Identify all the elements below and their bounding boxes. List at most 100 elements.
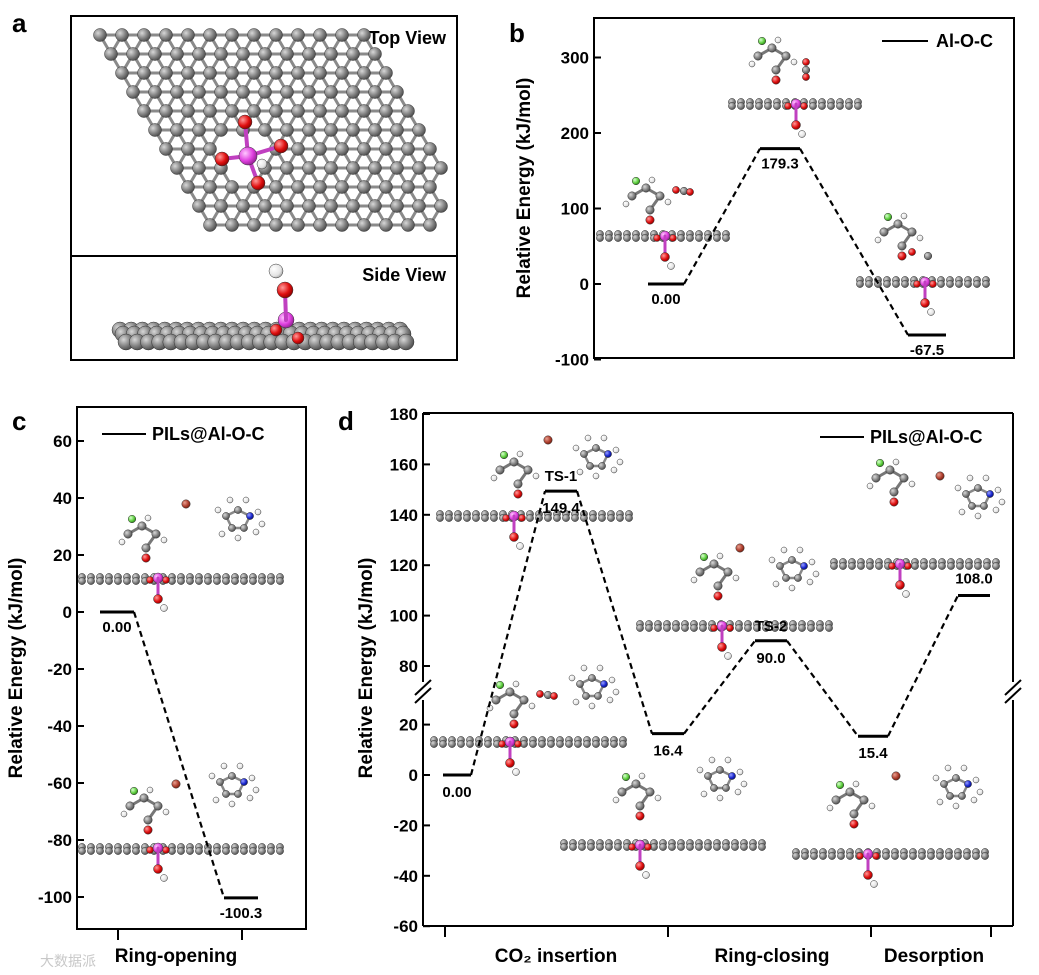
y-tick-label: -20 — [47, 660, 72, 679]
atom-h — [160, 604, 168, 612]
atom-c — [767, 43, 777, 53]
atom-c — [677, 234, 685, 242]
atom-o — [791, 120, 801, 130]
atom-o — [713, 591, 723, 601]
atom-c — [713, 234, 721, 242]
atom-c — [214, 199, 228, 213]
atom-c — [871, 473, 881, 483]
atom-h — [654, 794, 662, 802]
atom-c — [632, 234, 640, 242]
atom-h — [144, 514, 152, 522]
atom-cl — [621, 772, 631, 782]
atom-n — [604, 450, 612, 458]
atom-c — [181, 180, 195, 194]
atom-c — [222, 790, 230, 798]
atom-c — [153, 801, 163, 811]
atom-c — [240, 524, 248, 532]
atom-c — [258, 123, 272, 137]
atom-c — [578, 843, 586, 851]
atom-c — [722, 234, 730, 242]
atom-h — [716, 794, 724, 802]
atom-c — [457, 740, 465, 748]
atom-c — [839, 562, 847, 570]
atom-h — [960, 764, 968, 772]
atom-c — [920, 562, 928, 570]
atom-c — [830, 562, 838, 570]
atom-c — [484, 740, 492, 748]
atom-c — [249, 847, 257, 855]
atom-c — [269, 28, 283, 42]
panel-d-energy-profile: 0.00 149.4 TS-1 16.4 90.0 TS-2 15.4 108.0 — [442, 468, 992, 801]
atom-o — [889, 497, 899, 507]
atom-o — [653, 234, 661, 242]
atom-h — [160, 874, 168, 882]
atom-c — [123, 847, 131, 855]
atom-c — [974, 484, 982, 492]
atom-h — [908, 480, 916, 488]
panel-d-ylabel: Relative Energy (kJ/mol) — [356, 558, 377, 779]
panel-b: b -100 0 100 200 300 Relative Energy (kJ/mol… — [509, 17, 1015, 370]
atom-c — [269, 180, 283, 194]
atom-c — [574, 740, 582, 748]
atom-c — [302, 199, 316, 213]
atom-o — [162, 576, 170, 584]
top-view-structure — [93, 28, 448, 232]
atom-c — [228, 524, 236, 532]
atom-c — [746, 102, 754, 110]
atom-c — [901, 280, 909, 288]
atom-h — [226, 496, 234, 504]
atom-c — [792, 852, 800, 860]
atom-o — [929, 280, 937, 288]
atom-h — [970, 796, 978, 804]
atom-c — [845, 787, 855, 797]
atom-h — [790, 58, 798, 66]
atom-c — [668, 843, 676, 851]
atom-c — [192, 85, 206, 99]
atom-c — [225, 28, 239, 42]
atom-h — [892, 458, 900, 466]
atom-c — [87, 847, 95, 855]
atom-c — [439, 740, 447, 748]
atom-c — [401, 142, 415, 156]
atom-c — [181, 104, 195, 118]
atom-c — [236, 85, 250, 99]
atom-h — [512, 768, 520, 776]
panel-c-ylabel: Relative Energy (kJ/mol) — [6, 558, 27, 779]
y-tick-label: -100 — [555, 351, 589, 370]
atom-c — [513, 479, 523, 489]
atom-c — [214, 123, 228, 137]
atom-c — [267, 577, 275, 585]
atom-c — [583, 740, 591, 748]
atom-h — [664, 198, 672, 206]
atom-c — [946, 792, 954, 800]
atom-h — [236, 762, 244, 770]
atom-h — [868, 802, 876, 810]
atom-c — [231, 577, 239, 585]
atom-h — [642, 871, 650, 879]
atom-h — [608, 676, 616, 684]
atom-c — [132, 577, 140, 585]
atom-h — [512, 680, 520, 688]
axis-break-mark — [414, 679, 432, 696]
atom-c — [192, 199, 206, 213]
atom-c — [695, 234, 703, 242]
atom-h — [944, 764, 952, 772]
y-tick-label: 0 — [63, 603, 72, 622]
atom-c — [481, 514, 489, 522]
atom-h — [208, 772, 216, 780]
atom-c — [749, 843, 757, 851]
atom-c — [672, 624, 680, 632]
atom-c — [879, 227, 889, 237]
atom-c — [848, 562, 856, 570]
atom-c — [192, 161, 206, 175]
atom-c — [722, 843, 730, 851]
atom-c — [753, 624, 761, 632]
atom-c — [222, 512, 230, 520]
atom-o — [645, 215, 655, 225]
atom-c — [974, 562, 982, 570]
y-tick-label: 0 — [409, 766, 418, 785]
y-tick-label: 20 — [53, 546, 72, 565]
connector-line — [575, 490, 654, 734]
atom-c — [170, 85, 184, 99]
atom-c — [699, 624, 707, 632]
